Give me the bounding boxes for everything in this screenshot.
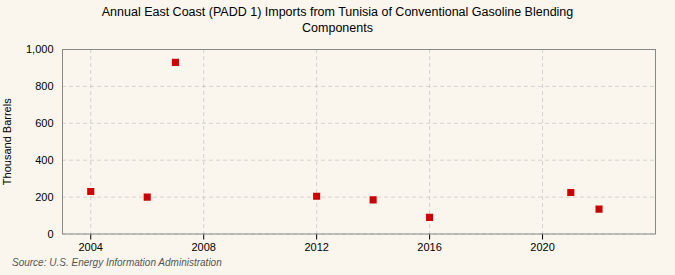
svg-text:600: 600 bbox=[35, 116, 53, 128]
html-text:Source: U.S. Energy Informatio: Source: U.S. Energy Information Administ… bbox=[12, 257, 222, 268]
svg-text:2012: 2012 bbox=[304, 240, 328, 252]
svg-text:0: 0 bbox=[47, 227, 53, 239]
svg-text:2008: 2008 bbox=[191, 240, 215, 252]
svg-text:2016: 2016 bbox=[417, 240, 441, 252]
svg-text:400: 400 bbox=[35, 153, 53, 165]
svg-text:1,000: 1,000 bbox=[26, 43, 54, 55]
svg-text:2004: 2004 bbox=[78, 240, 102, 252]
svg-text:200: 200 bbox=[35, 190, 53, 202]
svg-text:2020: 2020 bbox=[530, 240, 554, 252]
html-text:Annual East Coast (PADD 1) Imp: Annual East Coast (PADD 1) Imports from … bbox=[101, 5, 574, 36]
svg-text:800: 800 bbox=[35, 79, 53, 91]
svg-text:Thousand Barrels: Thousand Barrels bbox=[1, 97, 13, 184]
